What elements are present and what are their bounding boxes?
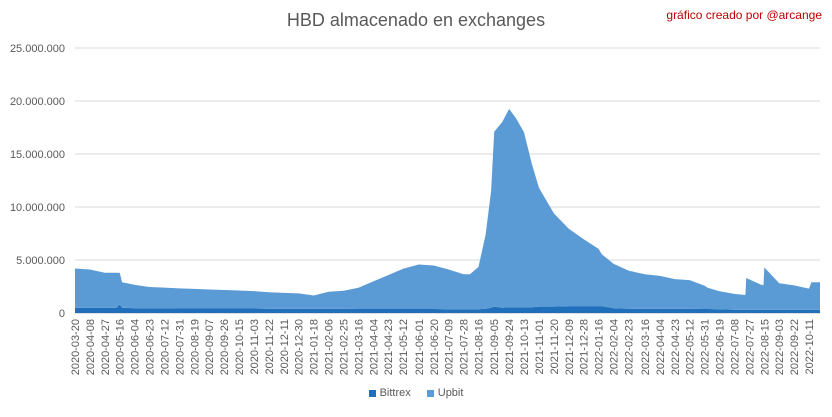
chart-credit-annotation: gráfico creado por @arcange: [666, 8, 822, 22]
x-tick-label: 2021-04-04: [368, 319, 380, 375]
x-tick-label: 2020-04-08: [85, 319, 97, 375]
legend-label-upbit: Upbit: [437, 387, 464, 399]
x-tick-label: 2022-10-11: [804, 319, 816, 374]
x-tick-label: 2022-08-15: [759, 319, 771, 375]
legend-item-bittrex: Bittrex: [368, 387, 411, 399]
x-tick-label: 2022-04-04: [655, 319, 667, 375]
x-tick-label: 2022-09-22: [789, 319, 801, 375]
legend-swatch-bittrex: [368, 389, 376, 397]
series-area-bittrex: [75, 304, 820, 313]
x-tick-label: 2021-10-13: [519, 319, 531, 375]
x-tick-label: 2022-06-19: [715, 319, 727, 375]
legend: Bittrex Upbit: [0, 387, 832, 399]
x-tick-label: 2020-11-22: [264, 319, 276, 374]
x-tick-label: 2021-12-28: [579, 319, 591, 375]
x-tick-label: 2021-05-12: [398, 319, 410, 375]
x-tick-label: 2021-06-20: [429, 319, 441, 375]
x-tick-label: 2020-05-16: [115, 319, 127, 375]
x-tick-label: 2021-11-01: [534, 319, 546, 374]
x-tick-label: 2022-03-16: [640, 319, 652, 375]
y-tick-label: 25.000.000: [10, 43, 65, 55]
x-tick-label: 2020-09-26: [219, 319, 231, 375]
x-tick-label: 2021-08-16: [474, 319, 486, 375]
legend-label-bittrex: Bittrex: [379, 387, 411, 399]
x-tick-label: 2020-12-11: [279, 319, 291, 374]
y-tick-label: 10.000.000: [10, 202, 65, 214]
x-tick-label: 2022-05-31: [700, 319, 712, 375]
x-tick-label: 2021-09-05: [489, 319, 501, 375]
x-tick-label: 2021-03-16: [353, 319, 365, 375]
x-tick-label: 2020-04-27: [100, 319, 112, 375]
y-tick-label: 0: [59, 308, 65, 320]
x-tick-label: 2020-06-23: [145, 319, 157, 375]
x-tick-label: 2021-02-25: [338, 319, 350, 375]
chart-title: HBD almacenado en exchanges: [286, 10, 546, 30]
x-tick-label: 2022-07-08: [729, 319, 741, 375]
y-tick-label: 15.000.000: [10, 149, 65, 161]
x-tick-label: 2021-12-09: [564, 319, 576, 375]
x-tick-label: 2022-07-27: [744, 319, 756, 375]
x-tick-label: 2021-01-18: [309, 319, 321, 375]
y-tick-label: 5.000.000: [16, 255, 65, 267]
x-tick-label: 2021-06-01: [414, 319, 426, 375]
x-tick-label: 2020-08-19: [189, 319, 201, 375]
x-tick-label: 2022-02-23: [623, 319, 635, 375]
x-tick-label: 2022-02-04: [609, 319, 621, 375]
x-tick-label: 2020-12-30: [294, 319, 306, 375]
x-tick-label: 2021-07-28: [459, 319, 471, 375]
x-tick-label: 2022-09-03: [774, 319, 786, 375]
legend-swatch-upbit: [426, 389, 434, 397]
x-tick-label: 2021-04-23: [383, 319, 395, 375]
x-tick-label: 2021-11-20: [549, 319, 561, 374]
x-tick-label: 2020-07-31: [174, 319, 186, 375]
x-tick-label: 2021-02-06: [324, 319, 336, 375]
x-tick-label: 2020-11-03: [249, 319, 261, 374]
x-tick-label: 2020-03-20: [70, 319, 82, 375]
series-area-upbit: [75, 108, 820, 310]
x-tick-label: 2022-01-16: [594, 319, 606, 375]
x-tick-label: 2020-06-04: [130, 319, 142, 375]
x-tick-label: 2021-07-09: [444, 319, 456, 375]
x-tick-label: 2020-09-07: [204, 319, 216, 375]
x-tick-label: 2020-10-15: [234, 319, 246, 375]
x-tick-label: 2021-09-24: [504, 319, 516, 375]
x-tick-label: 2022-04-23: [670, 319, 682, 375]
x-tick-label: 2020-07-12: [159, 319, 171, 375]
x-tick-label: 2022-05-12: [685, 319, 697, 375]
y-tick-label: 20.000.000: [10, 96, 65, 108]
legend-item-upbit: Upbit: [426, 387, 464, 399]
